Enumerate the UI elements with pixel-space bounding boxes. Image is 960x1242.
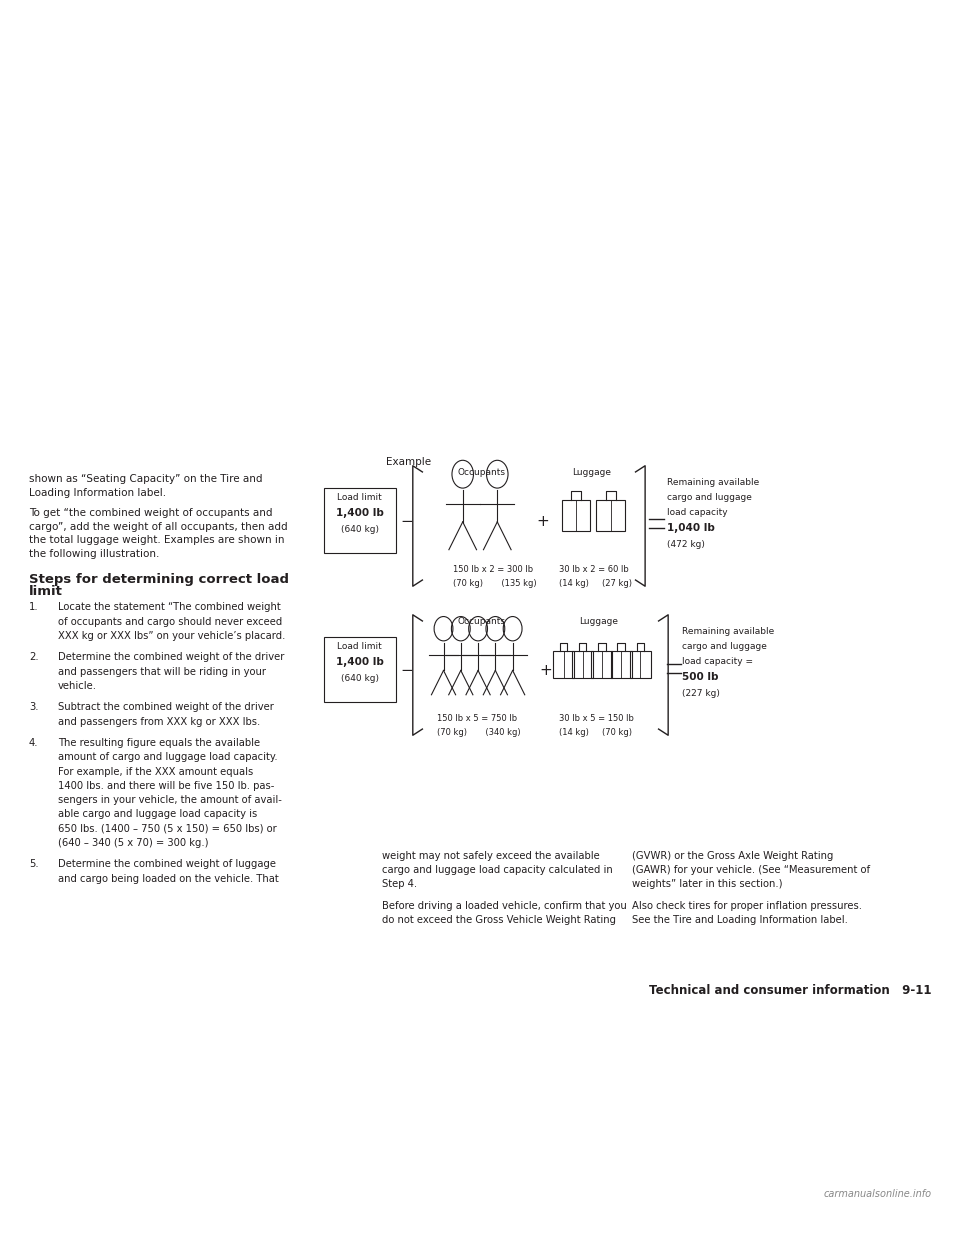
Text: and passengers from XXX kg or XXX lbs.: and passengers from XXX kg or XXX lbs.: [58, 717, 260, 727]
Text: For example, if the XXX amount equals: For example, if the XXX amount equals: [58, 766, 252, 776]
Text: 30 lb x 2 = 60 lb: 30 lb x 2 = 60 lb: [559, 565, 629, 574]
Text: 500 lb: 500 lb: [682, 672, 718, 682]
Text: Remaining available: Remaining available: [667, 478, 759, 487]
Text: weight may not safely exceed the available: weight may not safely exceed the availab…: [382, 851, 600, 861]
Text: (14 kg)     (70 kg): (14 kg) (70 kg): [559, 728, 632, 737]
Text: 3.: 3.: [29, 703, 38, 713]
Text: Luggage: Luggage: [580, 617, 618, 626]
Text: weights” later in this section.): weights” later in this section.): [632, 879, 782, 889]
Text: load capacity =: load capacity =: [682, 657, 753, 666]
Text: (640 kg): (640 kg): [341, 674, 378, 683]
Text: Technical and consumer information   9-11: Technical and consumer information 9-11: [649, 984, 931, 996]
Text: and cargo being loaded on the vehicle. That: and cargo being loaded on the vehicle. T…: [58, 874, 278, 884]
Text: Before driving a loaded vehicle, confirm that you: Before driving a loaded vehicle, confirm…: [382, 900, 627, 910]
Text: The resulting figure equals the available: The resulting figure equals the availabl…: [58, 738, 260, 748]
Text: −: −: [400, 514, 414, 529]
Text: the following illustration.: the following illustration.: [29, 549, 159, 559]
Text: 1.: 1.: [29, 602, 38, 612]
Text: Steps for determining correct load: Steps for determining correct load: [29, 573, 289, 585]
Text: (472 kg): (472 kg): [667, 540, 705, 549]
Text: able cargo and luggage load capacity is: able cargo and luggage load capacity is: [58, 810, 257, 820]
Text: Locate the statement “The combined weight: Locate the statement “The combined weigh…: [58, 602, 280, 612]
Text: (70 kg)       (340 kg): (70 kg) (340 kg): [437, 728, 520, 737]
Text: XXX kg or XXX lbs” on your vehicle’s placard.: XXX kg or XXX lbs” on your vehicle’s pla…: [58, 631, 285, 641]
Text: (70 kg)       (135 kg): (70 kg) (135 kg): [453, 579, 537, 587]
Text: (14 kg)     (27 kg): (14 kg) (27 kg): [559, 579, 632, 587]
Text: amount of cargo and luggage load capacity.: amount of cargo and luggage load capacit…: [58, 753, 277, 763]
Text: 30 lb x 5 = 150 lb: 30 lb x 5 = 150 lb: [559, 714, 634, 723]
Text: Step 4.: Step 4.: [382, 879, 418, 889]
Text: To get “the combined weight of occupants and: To get “the combined weight of occupants…: [29, 508, 273, 518]
Text: Occupants: Occupants: [458, 468, 506, 477]
Text: 2.: 2.: [29, 652, 38, 662]
Text: 4.: 4.: [29, 738, 38, 748]
Text: See the Tire and Loading Information label.: See the Tire and Loading Information lab…: [632, 915, 848, 925]
Text: limit: limit: [29, 585, 62, 597]
Text: +: +: [536, 514, 549, 529]
Text: of occupants and cargo should never exceed: of occupants and cargo should never exce…: [58, 616, 282, 627]
Text: do not exceed the Gross Vehicle Weight Rating: do not exceed the Gross Vehicle Weight R…: [382, 915, 616, 925]
Text: 650 lbs. (1400 – 750 (5 x 150) = 650 lbs) or: 650 lbs. (1400 – 750 (5 x 150) = 650 lbs…: [58, 823, 276, 833]
Text: Loading Information label.: Loading Information label.: [29, 488, 166, 498]
Text: 1400 lbs. and there will be five 150 lb. pas-: 1400 lbs. and there will be five 150 lb.…: [58, 781, 274, 791]
Text: cargo and luggage: cargo and luggage: [667, 493, 752, 502]
Text: load capacity: load capacity: [667, 508, 728, 517]
Text: carmanualsonline.info: carmanualsonline.info: [823, 1189, 931, 1199]
Text: Determine the combined weight of luggage: Determine the combined weight of luggage: [58, 859, 276, 869]
Text: Load limit: Load limit: [337, 493, 382, 502]
Text: Determine the combined weight of the driver: Determine the combined weight of the dri…: [58, 652, 284, 662]
Text: Remaining available: Remaining available: [682, 627, 774, 636]
Text: cargo”, add the weight of all occupants, then add: cargo”, add the weight of all occupants,…: [29, 522, 287, 532]
Text: Example: Example: [386, 457, 431, 467]
Text: +: +: [539, 663, 552, 678]
Text: (640 kg): (640 kg): [341, 525, 378, 534]
FancyBboxPatch shape: [324, 488, 396, 553]
Text: 1,400 lb: 1,400 lb: [336, 657, 383, 667]
Text: cargo and luggage load capacity calculated in: cargo and luggage load capacity calculat…: [382, 864, 612, 876]
Text: (GVWR) or the Gross Axle Weight Rating: (GVWR) or the Gross Axle Weight Rating: [632, 851, 833, 861]
Text: Occupants: Occupants: [458, 617, 506, 626]
Text: Subtract the combined weight of the driver: Subtract the combined weight of the driv…: [58, 703, 274, 713]
Text: 1,400 lb: 1,400 lb: [336, 508, 383, 518]
FancyBboxPatch shape: [324, 637, 396, 702]
Text: 5.: 5.: [29, 859, 38, 869]
Text: Load limit: Load limit: [337, 642, 382, 651]
Text: −: −: [400, 663, 414, 678]
Text: Also check tires for proper inflation pressures.: Also check tires for proper inflation pr…: [632, 900, 862, 910]
Text: and passengers that will be riding in your: and passengers that will be riding in yo…: [58, 667, 266, 677]
Text: (GAWR) for your vehicle. (See “Measurement of: (GAWR) for your vehicle. (See “Measureme…: [632, 864, 870, 876]
Text: 1,040 lb: 1,040 lb: [667, 523, 715, 533]
Text: (227 kg): (227 kg): [682, 689, 719, 698]
Text: the total luggage weight. Examples are shown in: the total luggage weight. Examples are s…: [29, 535, 284, 545]
Text: (640 – 340 (5 x 70) = 300 kg.): (640 – 340 (5 x 70) = 300 kg.): [58, 838, 208, 848]
Text: sengers in your vehicle, the amount of avail-: sengers in your vehicle, the amount of a…: [58, 795, 281, 805]
Text: cargo and luggage: cargo and luggage: [682, 642, 766, 651]
Text: 150 lb x 5 = 750 lb: 150 lb x 5 = 750 lb: [437, 714, 516, 723]
Text: vehicle.: vehicle.: [58, 681, 97, 691]
Text: shown as “Seating Capacity” on the Tire and: shown as “Seating Capacity” on the Tire …: [29, 474, 262, 484]
Text: Luggage: Luggage: [572, 468, 611, 477]
Text: 150 lb x 2 = 300 lb: 150 lb x 2 = 300 lb: [453, 565, 533, 574]
